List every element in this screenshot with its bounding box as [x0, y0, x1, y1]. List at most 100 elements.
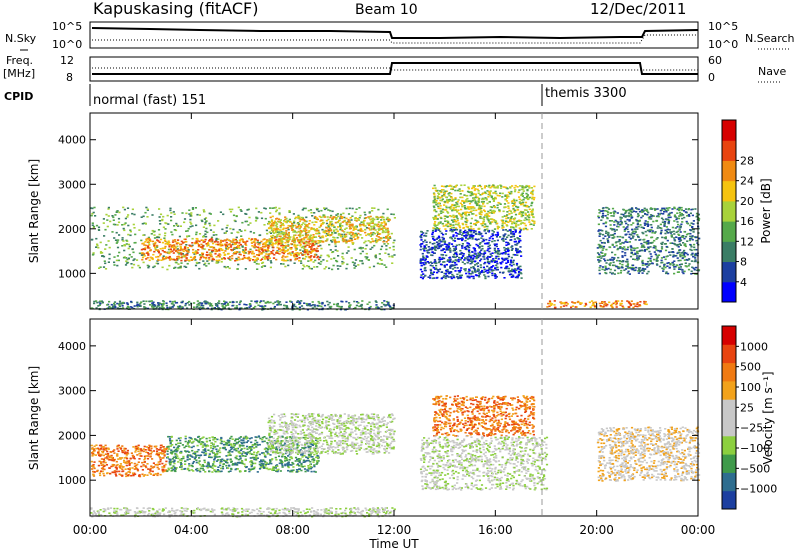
power-cell [298, 257, 301, 259]
power-cell [449, 251, 452, 253]
power-cell [686, 253, 689, 256]
power-cell [639, 270, 642, 273]
power-cell [354, 211, 357, 214]
power-cell [454, 189, 457, 192]
power-cell [341, 252, 344, 255]
power-cell [165, 302, 168, 304]
power-cell [620, 217, 623, 219]
power-cell [327, 226, 330, 228]
power-cell [205, 227, 208, 230]
power-cell [204, 238, 207, 241]
power-cell [471, 238, 474, 240]
power-cell [206, 251, 209, 254]
power-cell [441, 244, 444, 246]
power-cell [691, 238, 694, 241]
power-cell [378, 229, 381, 231]
power-cell [116, 255, 119, 257]
power-cell [320, 219, 323, 221]
power-cell [697, 227, 700, 230]
power-cell [367, 240, 370, 242]
power-cell [215, 256, 218, 258]
power-cell [157, 255, 160, 258]
power-cell [428, 248, 431, 250]
power-cell [113, 237, 116, 239]
power-cell [473, 255, 476, 258]
power-cell [493, 240, 496, 242]
power-cell [687, 265, 690, 267]
power-cell [112, 305, 115, 307]
power-cell [315, 207, 318, 210]
power-cell [187, 248, 190, 251]
power-cell [115, 242, 118, 244]
power-cell [455, 253, 458, 256]
power-cell [185, 212, 188, 215]
power-cell [156, 262, 160, 265]
power-cell [145, 244, 148, 247]
power-cell [166, 241, 169, 244]
power-cell [526, 196, 529, 198]
power-cell [328, 306, 331, 308]
power-cell [104, 262, 107, 265]
power-cell [574, 306, 577, 308]
power-cell [199, 245, 202, 248]
power-cell [123, 223, 126, 226]
power-cell [593, 304, 596, 306]
power-cell [488, 262, 491, 265]
power-cell [676, 243, 680, 246]
power-cell [649, 263, 652, 265]
freq-frame [89, 56, 699, 82]
power-cell [345, 242, 348, 244]
power-cell [489, 253, 492, 255]
power-cell [483, 250, 486, 252]
power-cell [91, 254, 95, 256]
power-cell [179, 247, 182, 249]
power-cell [234, 307, 237, 309]
power-cell [420, 236, 423, 239]
power-cell [456, 219, 459, 222]
power-cell [628, 236, 631, 238]
power-cell [280, 263, 283, 265]
power-cell [486, 242, 489, 244]
power-cell [284, 233, 287, 236]
power-cell [164, 257, 167, 259]
power-cell [609, 227, 612, 230]
power-cell [317, 242, 320, 244]
power-cell [496, 233, 500, 235]
power-cell [452, 249, 455, 252]
power-cell [273, 207, 276, 209]
power-cell [108, 257, 111, 260]
power-cell [424, 257, 427, 260]
power-cell [472, 228, 475, 230]
power-cell [118, 234, 121, 236]
power-cell [643, 300, 646, 303]
power-cell [623, 269, 626, 271]
power-cell [443, 243, 446, 245]
power-cell [343, 228, 347, 231]
power-cell [293, 243, 296, 246]
power-cell [125, 257, 128, 259]
power-cell [480, 207, 483, 209]
power-cell [183, 221, 186, 224]
power-cell [191, 242, 194, 244]
power-cell [469, 191, 473, 193]
power-cell [325, 227, 328, 229]
power-cell [618, 267, 621, 269]
power-cell [510, 215, 513, 218]
power-cell [454, 231, 458, 234]
power-cell [386, 229, 390, 232]
power-cell [157, 259, 160, 261]
power-cell [250, 300, 253, 302]
power-cell [247, 252, 250, 255]
power-cell [642, 210, 645, 213]
power-cell [470, 206, 473, 208]
power-cell [278, 212, 281, 214]
power-cell [345, 221, 348, 224]
power-cell [134, 233, 137, 236]
power-cell [221, 240, 225, 242]
power-cell [127, 224, 130, 227]
power-cell [327, 209, 330, 211]
power-cell [484, 270, 487, 273]
power-cell [194, 250, 198, 252]
power-cell [641, 249, 644, 252]
power-cell [693, 243, 696, 246]
